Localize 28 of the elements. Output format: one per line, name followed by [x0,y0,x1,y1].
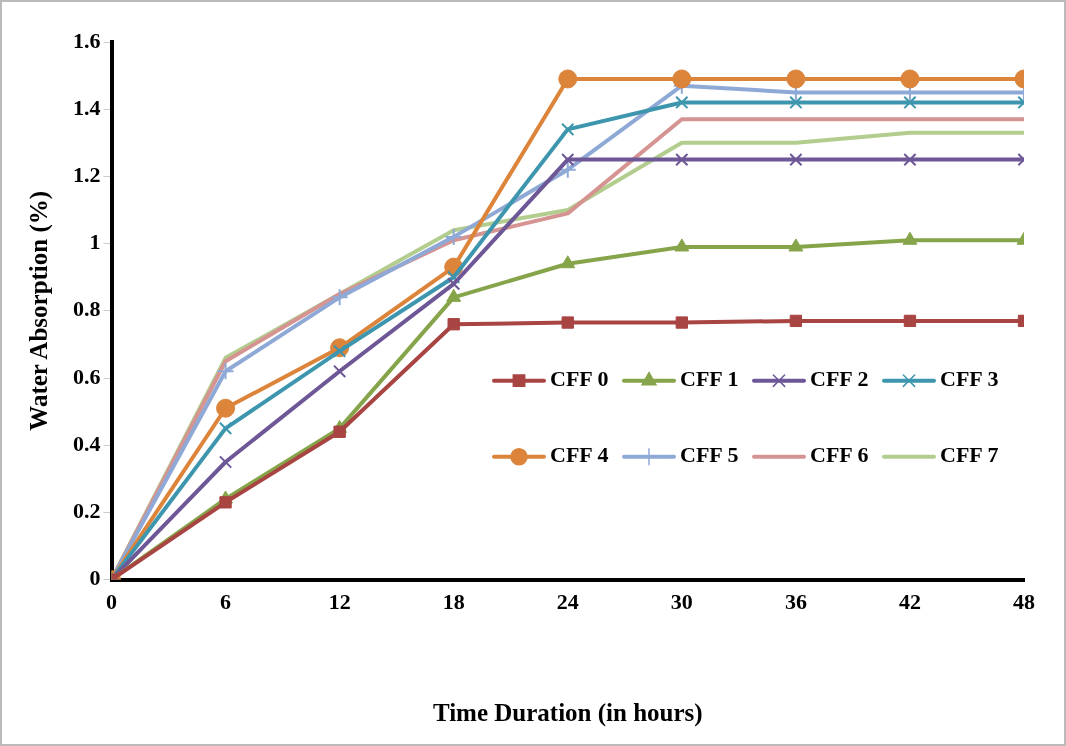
x-tick-label: 24 [556,589,579,615]
legend-label: CFF 5 [680,442,739,468]
x-tick-label: 48 [1013,589,1035,615]
legend-label: CFF 6 [810,442,869,468]
x-tick-label: 12 [328,589,351,615]
legend-label: CFF 7 [940,442,999,468]
legend-label: CFF 4 [550,442,609,468]
x-axis-title: Time Duration (in hours) [432,699,703,728]
legend-label: CFF 1 [680,366,739,392]
x-tick-label: 18 [442,589,465,615]
x-tick-label: 0 [106,589,117,615]
y-tick-label: 1 [89,229,101,255]
y-tick-label: 1.2 [73,162,101,188]
y-tick-label: 0.6 [73,363,101,389]
y-tick-label: 0 [89,565,101,591]
x-tick-label: 36 [784,589,807,615]
y-tick-label: 0.2 [73,498,101,524]
y-tick-label: 1.4 [73,94,101,120]
y-tick-label: 1.6 [73,27,101,53]
y-tick-label: 0.8 [73,296,101,322]
x-tick-label: 42 [898,589,921,615]
y-tick-label: 0.4 [73,430,101,456]
x-tick-label: 30 [670,589,693,615]
x-tick-label: 6 [220,589,232,615]
legend-label: CFF 2 [810,366,869,392]
legend-label: CFF 0 [550,366,609,392]
y-axis-title: Water Absorption (%) [25,190,54,431]
legend-label: CFF 3 [940,366,999,392]
